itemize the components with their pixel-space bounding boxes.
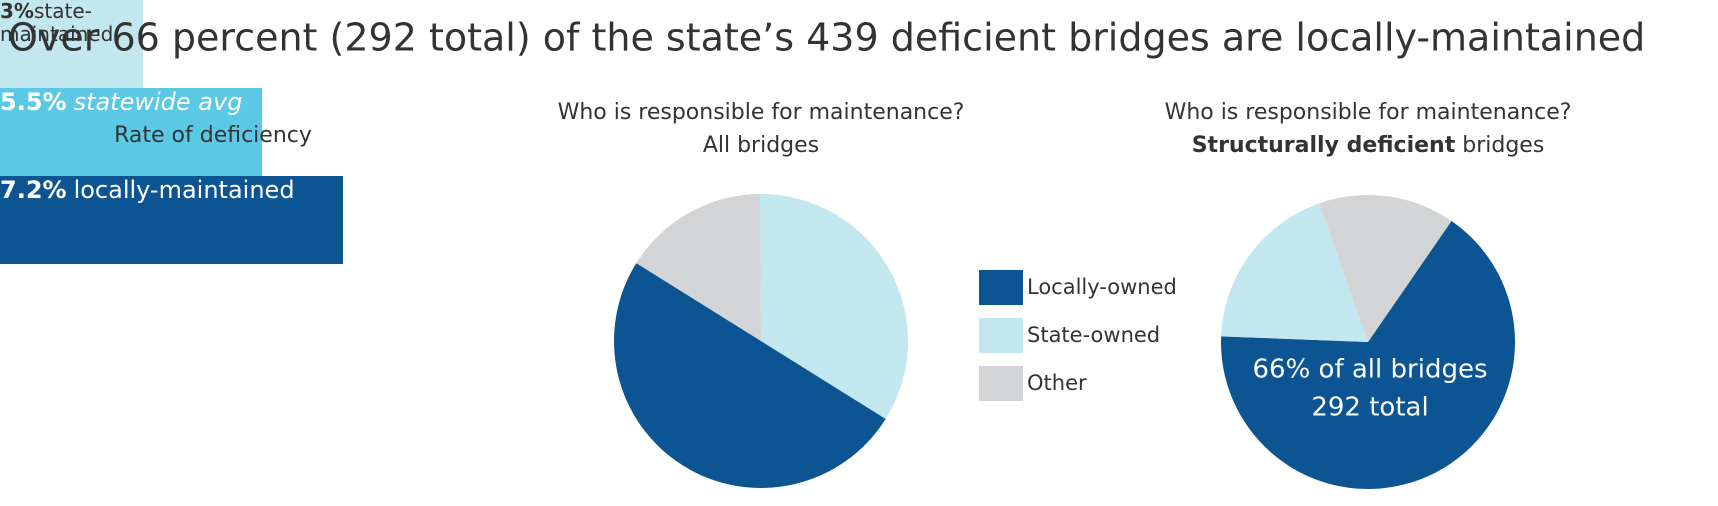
legend-swatch <box>979 366 1023 401</box>
value-label: 7.2% <box>0 176 67 204</box>
legend-label: State-owned <box>1027 323 1160 347</box>
pie-subtitle: All bridges <box>703 133 819 158</box>
pie-slice <box>1221 220 1515 489</box>
legend-swatch <box>979 318 1023 353</box>
pie-subtitle-text: bridges <box>1462 133 1544 158</box>
headline: Over 66 percent (292 total) of the state… <box>8 16 1645 60</box>
bar-title: Rate of deficiency <box>114 123 312 148</box>
value-label: 3% <box>0 0 34 23</box>
bar-label: state-maintained <box>0 0 114 46</box>
pie-slice <box>636 194 761 341</box>
bar-label: locally-maintained <box>73 176 295 204</box>
bar: 5.5% statewide avg <box>0 88 262 176</box>
bar: 3%state-maintained <box>0 0 143 88</box>
pie-title: Who is responsible for maintenance? <box>1165 100 1572 125</box>
legend-swatch <box>979 270 1023 305</box>
pie-subtitle-text: All bridges <box>703 133 819 158</box>
legend-label: Other <box>1027 371 1087 395</box>
pie-annotation: 66% of all bridges <box>1253 355 1488 385</box>
pie-annotation: 292 total <box>1311 393 1428 423</box>
pie-title: Who is responsible for maintenance? <box>558 100 965 125</box>
pie-subtitle: Structurally deficient bridges <box>1192 133 1545 158</box>
pie-slice <box>613 263 886 489</box>
pie-slice <box>1221 203 1368 342</box>
bar-label: statewide avg <box>73 88 243 116</box>
legend-label: Locally-owned <box>1027 275 1177 299</box>
pie-slice <box>1319 195 1452 342</box>
value-label: 5.5% <box>0 88 67 116</box>
pie-subtitle-bold: Structurally deficient <box>1192 133 1456 158</box>
bar: 7.2% locally-maintained <box>0 176 343 264</box>
pie-slice <box>759 194 909 419</box>
